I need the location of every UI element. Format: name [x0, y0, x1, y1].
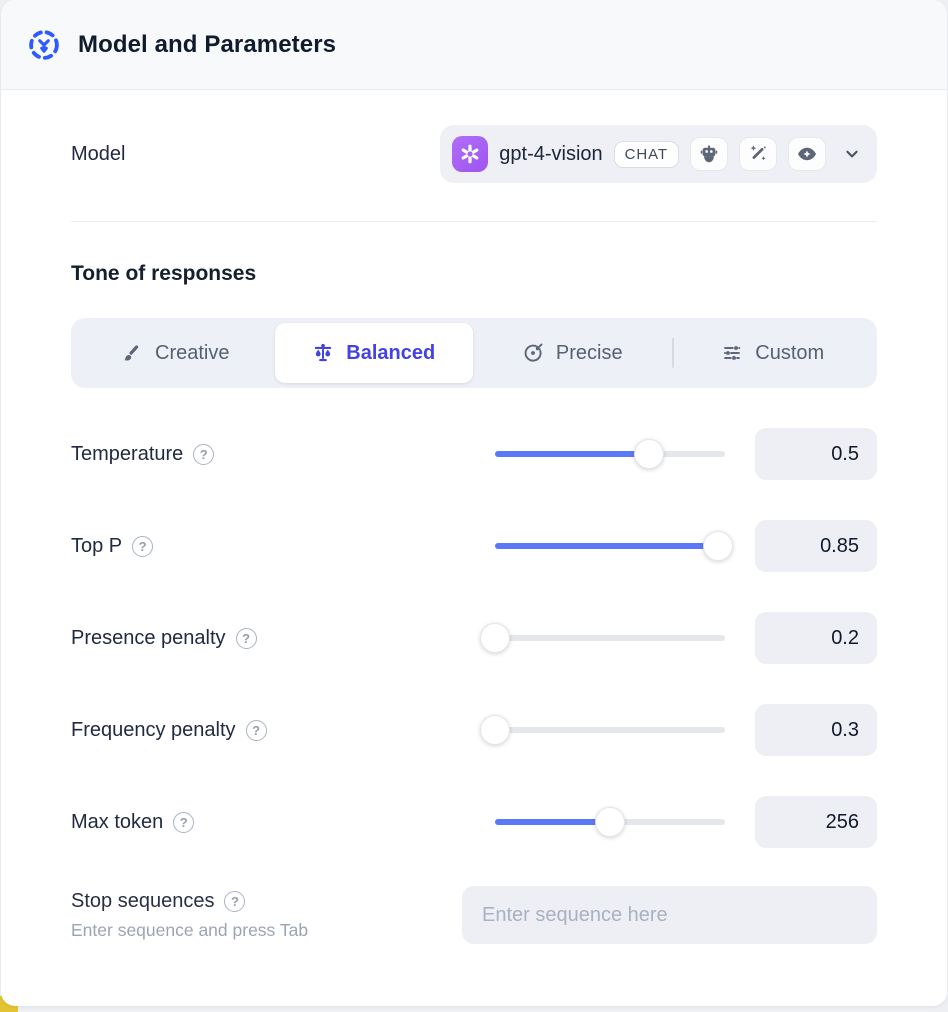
wand-capability-badge	[739, 137, 777, 171]
tone-tab-bar: Creative Balanced	[71, 318, 877, 388]
wand-sparkles-icon	[750, 145, 766, 161]
temperature-value[interactable]: 0.5	[755, 428, 877, 480]
frequency-penalty-value[interactable]: 0.3	[755, 704, 877, 756]
frequency-penalty-row: Frequency penalty ? 0.3	[71, 702, 877, 758]
help-icon[interactable]: ?	[132, 535, 154, 557]
slider-thumb[interactable]	[634, 439, 665, 469]
top-p-slider[interactable]	[495, 531, 734, 561]
model-select-dropdown[interactable]: gpt-4-vision CHAT	[440, 125, 877, 183]
help-icon[interactable]: ?	[235, 627, 257, 649]
model-row: Model gpt-4-v	[71, 125, 877, 183]
chevron-down-icon	[841, 143, 863, 165]
top-p-row: Top P ? 0.85	[71, 518, 877, 574]
help-icon[interactable]: ?	[245, 719, 267, 741]
tab-label: Precise	[555, 341, 623, 364]
tone-section-heading: Tone of responses	[71, 262, 257, 285]
help-icon[interactable]: ?	[224, 890, 246, 912]
slider-thumb[interactable]	[480, 623, 510, 653]
tab-balanced[interactable]: Balanced	[274, 323, 473, 383]
vision-capability-badge	[788, 137, 826, 171]
vision-eye-icon	[798, 147, 816, 161]
stop-sequence-input[interactable]	[462, 886, 877, 944]
tab-label: Creative	[155, 341, 230, 364]
slider-thumb[interactable]	[595, 807, 625, 837]
tab-precise[interactable]: Precise	[473, 323, 672, 383]
tab-creative[interactable]: Creative	[76, 323, 275, 383]
panel-header: Model and Parameters	[1, 0, 947, 90]
max-token-row: Max token ? 256	[71, 794, 877, 850]
temperature-row: Temperature ? 0.5	[71, 426, 877, 482]
stop-sequences-label: Stop sequences	[71, 889, 215, 912]
paintbrush-icon	[121, 342, 143, 364]
max-token-value[interactable]: 256	[755, 796, 877, 848]
slider-thumb[interactable]	[480, 715, 510, 745]
model-hub-icon	[27, 28, 61, 62]
sliders-icon	[721, 342, 743, 364]
selected-model-name: gpt-4-vision	[499, 142, 603, 165]
target-icon	[522, 342, 544, 364]
help-icon[interactable]: ?	[173, 811, 195, 833]
top-p-value[interactable]: 0.85	[755, 520, 877, 572]
robot-capability-badge	[690, 137, 728, 171]
top-p-label: Top P	[71, 534, 123, 557]
tab-label: Custom	[755, 341, 825, 364]
parameter-list: Temperature ? 0.5 Top P ? 0.85	[71, 426, 877, 850]
max-token-slider[interactable]	[495, 807, 725, 837]
presence-penalty-slider[interactable]	[480, 623, 725, 653]
slider-thumb[interactable]	[703, 531, 734, 561]
presence-penalty-row: Presence penalty ? 0.2	[71, 610, 877, 666]
section-divider	[71, 221, 877, 222]
tab-separator	[671, 338, 674, 368]
stop-sequences-hint: Enter sequence and press Tab	[71, 919, 309, 940]
presence-penalty-label: Presence penalty	[71, 626, 226, 649]
temperature-label: Temperature	[71, 442, 184, 465]
help-icon[interactable]: ?	[193, 443, 215, 465]
temperature-slider[interactable]	[495, 439, 725, 469]
stop-sequences-row: Stop sequences ? Enter sequence and pres…	[71, 886, 877, 944]
robot-icon	[700, 145, 718, 163]
frequency-penalty-slider[interactable]	[480, 715, 725, 745]
frequency-penalty-label: Frequency penalty	[71, 718, 236, 741]
tab-custom[interactable]: Custom	[674, 323, 873, 383]
panel-title: Model and Parameters	[78, 30, 337, 58]
balance-scale-icon	[312, 342, 334, 364]
max-token-label: Max token	[71, 810, 164, 833]
presence-penalty-value[interactable]: 0.2	[755, 612, 877, 664]
model-type-badge: CHAT	[613, 140, 679, 168]
tab-label: Balanced	[346, 341, 436, 364]
openai-logo	[452, 136, 489, 172]
model-label: Model	[71, 142, 126, 165]
